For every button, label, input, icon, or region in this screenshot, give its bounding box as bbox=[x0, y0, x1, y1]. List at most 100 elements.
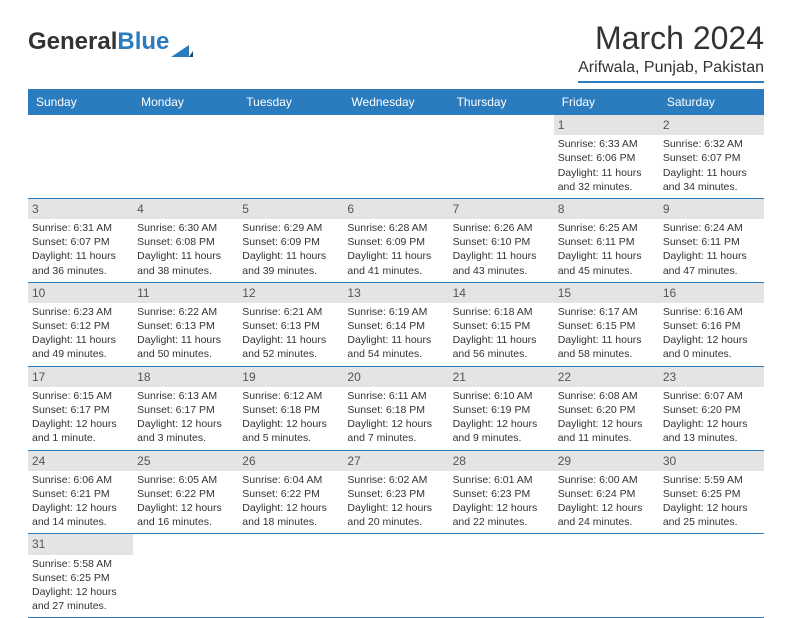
day-cell bbox=[449, 534, 554, 617]
day-number: 20 bbox=[343, 367, 448, 387]
day-number: 31 bbox=[28, 534, 133, 554]
day-number: 13 bbox=[343, 283, 448, 303]
sunrise-text: Sunrise: 6:29 AM bbox=[242, 221, 339, 235]
sunset-text: Sunset: 6:18 PM bbox=[347, 403, 444, 417]
day-cell bbox=[343, 534, 448, 617]
sunset-text: Sunset: 6:25 PM bbox=[663, 487, 760, 501]
day-cell: 1Sunrise: 6:33 AMSunset: 6:06 PMDaylight… bbox=[554, 115, 659, 198]
day-number: 18 bbox=[133, 367, 238, 387]
sunset-text: Sunset: 6:20 PM bbox=[558, 403, 655, 417]
week-row: 31Sunrise: 5:58 AMSunset: 6:25 PMDayligh… bbox=[28, 534, 764, 618]
daylight-text: Daylight: 12 hours and 9 minutes. bbox=[453, 417, 550, 445]
day-cell: 6Sunrise: 6:28 AMSunset: 6:09 PMDaylight… bbox=[343, 199, 448, 282]
sunrise-text: Sunrise: 6:10 AM bbox=[453, 389, 550, 403]
sunset-text: Sunset: 6:07 PM bbox=[32, 235, 129, 249]
daylight-text: Daylight: 11 hours and 58 minutes. bbox=[558, 333, 655, 361]
day-number: 7 bbox=[449, 199, 554, 219]
sunset-text: Sunset: 6:22 PM bbox=[137, 487, 234, 501]
daylight-text: Daylight: 11 hours and 50 minutes. bbox=[137, 333, 234, 361]
sunrise-text: Sunrise: 6:16 AM bbox=[663, 305, 760, 319]
sunset-text: Sunset: 6:18 PM bbox=[242, 403, 339, 417]
day-number: 10 bbox=[28, 283, 133, 303]
day-cell: 4Sunrise: 6:30 AMSunset: 6:08 PMDaylight… bbox=[133, 199, 238, 282]
sunrise-text: Sunrise: 6:18 AM bbox=[453, 305, 550, 319]
daylight-text: Daylight: 12 hours and 25 minutes. bbox=[663, 501, 760, 529]
day-number: 15 bbox=[554, 283, 659, 303]
day-number: 22 bbox=[554, 367, 659, 387]
daylight-text: Daylight: 11 hours and 52 minutes. bbox=[242, 333, 339, 361]
sunrise-text: Sunrise: 6:28 AM bbox=[347, 221, 444, 235]
day-cell: 11Sunrise: 6:22 AMSunset: 6:13 PMDayligh… bbox=[133, 283, 238, 366]
day-cell: 24Sunrise: 6:06 AMSunset: 6:21 PMDayligh… bbox=[28, 451, 133, 534]
sunrise-text: Sunrise: 5:59 AM bbox=[663, 473, 760, 487]
daylight-text: Daylight: 12 hours and 1 minute. bbox=[32, 417, 129, 445]
sunrise-text: Sunrise: 6:08 AM bbox=[558, 389, 655, 403]
daylight-text: Daylight: 11 hours and 43 minutes. bbox=[453, 249, 550, 277]
daylight-text: Daylight: 11 hours and 39 minutes. bbox=[242, 249, 339, 277]
week-row: 1Sunrise: 6:33 AMSunset: 6:06 PMDaylight… bbox=[28, 115, 764, 199]
sunset-text: Sunset: 6:17 PM bbox=[137, 403, 234, 417]
day-header: Tuesday bbox=[238, 89, 343, 115]
sunrise-text: Sunrise: 6:17 AM bbox=[558, 305, 655, 319]
daylight-text: Daylight: 11 hours and 54 minutes. bbox=[347, 333, 444, 361]
day-cell bbox=[343, 115, 448, 198]
sunrise-text: Sunrise: 6:25 AM bbox=[558, 221, 655, 235]
sunset-text: Sunset: 6:19 PM bbox=[453, 403, 550, 417]
day-cell bbox=[554, 534, 659, 617]
day-number: 17 bbox=[28, 367, 133, 387]
sunrise-text: Sunrise: 6:24 AM bbox=[663, 221, 760, 235]
day-header: Saturday bbox=[659, 89, 764, 115]
day-cell bbox=[659, 534, 764, 617]
sunrise-text: Sunrise: 6:13 AM bbox=[137, 389, 234, 403]
daylight-text: Daylight: 12 hours and 27 minutes. bbox=[32, 585, 129, 613]
day-number: 14 bbox=[449, 283, 554, 303]
sunrise-text: Sunrise: 6:11 AM bbox=[347, 389, 444, 403]
day-cell: 10Sunrise: 6:23 AMSunset: 6:12 PMDayligh… bbox=[28, 283, 133, 366]
day-cell: 20Sunrise: 6:11 AMSunset: 6:18 PMDayligh… bbox=[343, 367, 448, 450]
title-block: March 2024 Arifwala, Punjab, Pakistan bbox=[578, 20, 764, 83]
sunset-text: Sunset: 6:10 PM bbox=[453, 235, 550, 249]
day-cell: 30Sunrise: 5:59 AMSunset: 6:25 PMDayligh… bbox=[659, 451, 764, 534]
sunset-text: Sunset: 6:11 PM bbox=[558, 235, 655, 249]
day-number: 8 bbox=[554, 199, 659, 219]
sunset-text: Sunset: 6:06 PM bbox=[558, 151, 655, 165]
day-number: 11 bbox=[133, 283, 238, 303]
sunrise-text: Sunrise: 6:19 AM bbox=[347, 305, 444, 319]
day-number: 29 bbox=[554, 451, 659, 471]
week-row: 3Sunrise: 6:31 AMSunset: 6:07 PMDaylight… bbox=[28, 199, 764, 283]
daylight-text: Daylight: 12 hours and 24 minutes. bbox=[558, 501, 655, 529]
sunset-text: Sunset: 6:12 PM bbox=[32, 319, 129, 333]
day-cell: 31Sunrise: 5:58 AMSunset: 6:25 PMDayligh… bbox=[28, 534, 133, 617]
day-header: Friday bbox=[554, 89, 659, 115]
day-cell: 2Sunrise: 6:32 AMSunset: 6:07 PMDaylight… bbox=[659, 115, 764, 198]
day-cell: 29Sunrise: 6:00 AMSunset: 6:24 PMDayligh… bbox=[554, 451, 659, 534]
day-number: 12 bbox=[238, 283, 343, 303]
sunrise-text: Sunrise: 6:15 AM bbox=[32, 389, 129, 403]
day-cell: 18Sunrise: 6:13 AMSunset: 6:17 PMDayligh… bbox=[133, 367, 238, 450]
daylight-text: Daylight: 11 hours and 32 minutes. bbox=[558, 166, 655, 194]
day-number: 24 bbox=[28, 451, 133, 471]
daylight-text: Daylight: 11 hours and 56 minutes. bbox=[453, 333, 550, 361]
day-cell: 15Sunrise: 6:17 AMSunset: 6:15 PMDayligh… bbox=[554, 283, 659, 366]
daylight-text: Daylight: 12 hours and 20 minutes. bbox=[347, 501, 444, 529]
sail-icon bbox=[171, 36, 193, 48]
day-number: 23 bbox=[659, 367, 764, 387]
day-cell: 3Sunrise: 6:31 AMSunset: 6:07 PMDaylight… bbox=[28, 199, 133, 282]
sunset-text: Sunset: 6:15 PM bbox=[453, 319, 550, 333]
day-number: 27 bbox=[343, 451, 448, 471]
sunrise-text: Sunrise: 6:04 AM bbox=[242, 473, 339, 487]
sunrise-text: Sunrise: 6:02 AM bbox=[347, 473, 444, 487]
sunset-text: Sunset: 6:16 PM bbox=[663, 319, 760, 333]
day-header: Thursday bbox=[449, 89, 554, 115]
day-cell: 5Sunrise: 6:29 AMSunset: 6:09 PMDaylight… bbox=[238, 199, 343, 282]
day-number: 4 bbox=[133, 199, 238, 219]
day-cell: 23Sunrise: 6:07 AMSunset: 6:20 PMDayligh… bbox=[659, 367, 764, 450]
day-number: 6 bbox=[343, 199, 448, 219]
day-number: 21 bbox=[449, 367, 554, 387]
sunset-text: Sunset: 6:11 PM bbox=[663, 235, 760, 249]
day-number: 16 bbox=[659, 283, 764, 303]
day-number: 9 bbox=[659, 199, 764, 219]
day-header: Wednesday bbox=[343, 89, 448, 115]
sunset-text: Sunset: 6:23 PM bbox=[453, 487, 550, 501]
daylight-text: Daylight: 11 hours and 41 minutes. bbox=[347, 249, 444, 277]
